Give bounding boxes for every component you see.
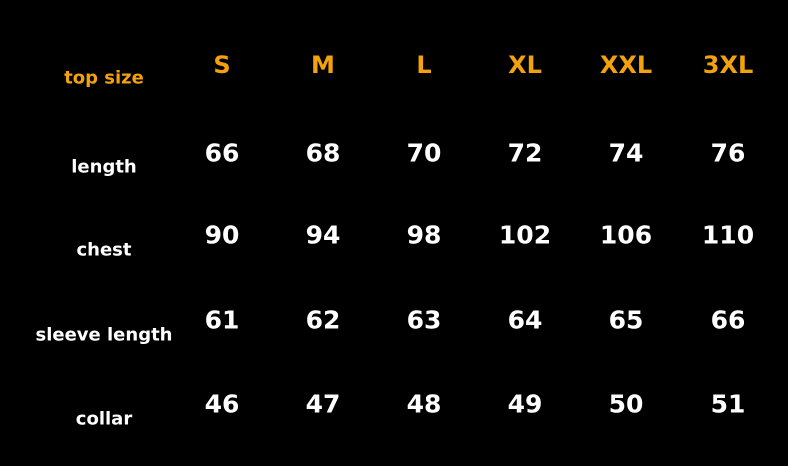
table-cell: 48 [406, 389, 442, 419]
table-cell: 51 [710, 389, 746, 419]
size-header: M [311, 51, 335, 79]
size-header: XXL [599, 51, 653, 79]
table-cell: 50 [608, 389, 644, 419]
table-cell: 98 [406, 220, 442, 250]
table-cell: 70 [406, 138, 442, 168]
table-cell: 64 [507, 305, 543, 335]
table-cell: 68 [305, 138, 341, 168]
table-cell: 66 [204, 138, 240, 168]
table-cell: 94 [305, 220, 341, 250]
table-cell: 76 [710, 138, 746, 168]
table-cell: 49 [507, 389, 543, 419]
row-label: sleeve length [35, 324, 173, 346]
table-cell: 66 [710, 305, 746, 335]
table-cell: 72 [507, 138, 543, 168]
table-cell: 62 [305, 305, 341, 335]
table-cell: 47 [305, 389, 341, 419]
table-cell: 102 [498, 220, 552, 250]
row-label: length [71, 156, 137, 178]
row-label: collar [75, 408, 133, 430]
size-header: S [213, 51, 231, 79]
size-header: XL [508, 51, 542, 79]
corner-label: top size [64, 67, 144, 89]
table-cell: 65 [608, 305, 644, 335]
row-label: chest [76, 239, 132, 261]
size-header: L [416, 51, 432, 79]
table-cell: 90 [204, 220, 240, 250]
size-header: 3XL [702, 51, 754, 79]
table-cell: 61 [204, 305, 240, 335]
table-cell: 110 [701, 220, 755, 250]
table-cell: 106 [599, 220, 653, 250]
table-cell: 46 [204, 389, 240, 419]
table-cell: 63 [406, 305, 442, 335]
table-cell: 74 [608, 138, 644, 168]
